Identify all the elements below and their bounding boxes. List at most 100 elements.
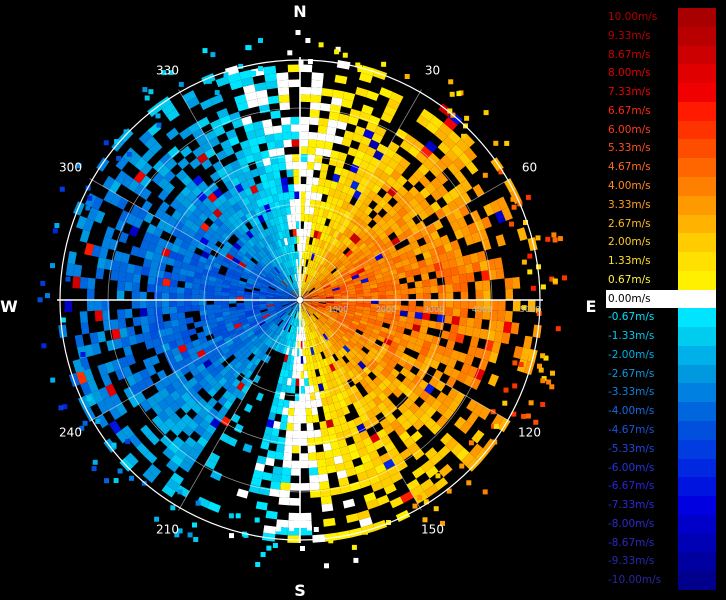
legend-label: -8.67m/s [608, 536, 655, 549]
velocity-cell [294, 393, 300, 402]
velocity-cell [329, 279, 337, 285]
velocity-cell [207, 338, 217, 346]
velocity-color-legend: 10.00m/s 9.33m/s 8.67m/s 8.00m/s 7.33m/s 6.67… [606, 8, 716, 590]
legend-label: -9.33m/s [608, 555, 655, 568]
velocity-cell [458, 152, 472, 166]
velocity-cell [96, 414, 109, 429]
velocity-cell [264, 277, 272, 284]
velocity-cell [291, 214, 296, 222]
velocity-cell [396, 175, 408, 186]
velocity-cell [237, 286, 245, 292]
velocity-cell [349, 394, 358, 404]
velocity-cell [253, 234, 262, 243]
velocity-cell [324, 322, 331, 330]
velocity-cell [221, 291, 230, 297]
velocity-cell [264, 73, 277, 83]
velocity-cell [359, 274, 368, 281]
velocity-cell [271, 233, 278, 242]
velocity-cell [268, 412, 276, 421]
velocity-cell [266, 252, 274, 261]
velocity-cell [401, 333, 411, 342]
velocity-cell [215, 150, 227, 161]
legend-swatch [678, 571, 716, 590]
velocity-cell [264, 426, 273, 436]
velocity-cell [215, 76, 230, 88]
velocity-cell [104, 226, 115, 239]
velocity-cell [281, 124, 292, 133]
velocity-cell [495, 320, 505, 333]
velocity-cell [216, 320, 226, 327]
azimuth-spoke [299, 89, 422, 301]
velocity-cell [385, 333, 395, 342]
velocity-cell [361, 65, 376, 76]
velocity-cell [386, 98, 401, 111]
velocity-cell [310, 331, 315, 340]
velocity-cell [292, 438, 300, 446]
velocity-cell [482, 172, 488, 178]
velocity-cell [247, 194, 256, 204]
velocity-cell [265, 244, 272, 253]
velocity-cell [321, 88, 334, 97]
velocity-cell [199, 98, 214, 111]
velocity-cell [351, 274, 360, 280]
velocity-cell [311, 296, 319, 299]
velocity-cell [173, 237, 184, 247]
velocity-cell [304, 199, 311, 207]
velocity-cell [287, 535, 300, 543]
velocity-cell [325, 356, 333, 366]
velocity-cell [260, 269, 268, 276]
velocity-cell [330, 378, 339, 388]
velocity-cell [331, 394, 339, 404]
velocity-cell [456, 138, 470, 153]
velocity-cell [277, 154, 286, 164]
velocity-cell [280, 207, 287, 216]
velocity-cell [355, 440, 366, 451]
velocity-cell [282, 377, 288, 386]
velocity-cell [286, 276, 292, 284]
velocity-cell [198, 300, 207, 306]
legend-entry: 7.33m/s [606, 83, 716, 102]
velocity-cell [256, 455, 267, 465]
velocity-cell [319, 232, 326, 241]
velocity-cell [163, 182, 175, 195]
velocity-cell [424, 447, 438, 460]
velocity-cell [303, 292, 309, 298]
velocity-cell [328, 538, 334, 544]
velocity-cell [377, 312, 386, 318]
velocity-cell [282, 245, 288, 254]
velocity-cell [254, 462, 265, 472]
velocity-cell [115, 402, 128, 417]
velocity-cell [368, 335, 377, 344]
velocity-cell [443, 365, 454, 377]
velocity-cell [277, 398, 285, 408]
velocity-cell [229, 288, 237, 294]
velocity-cell [273, 316, 281, 323]
velocity-cell [310, 304, 318, 308]
velocity-cell [246, 279, 255, 285]
velocity-cell [351, 375, 360, 385]
velocity-cell [277, 273, 284, 281]
velocity-cell [277, 284, 285, 290]
velocity-cell [293, 176, 300, 185]
velocity-cell [79, 425, 85, 431]
velocity-cell [79, 367, 85, 373]
velocity-cell [288, 297, 297, 300]
velocity-cell [264, 254, 272, 263]
velocity-cell [231, 118, 244, 129]
velocity-cell [184, 341, 194, 351]
velocity-cell [132, 273, 142, 284]
velocity-cell [318, 42, 324, 48]
velocity-cell [154, 380, 166, 392]
velocity-cell [373, 386, 383, 396]
velocity-cell [284, 306, 291, 312]
velocity-cell [273, 297, 282, 299]
velocity-cell [397, 186, 409, 197]
velocity-cell [199, 309, 208, 316]
velocity-cell [399, 140, 413, 152]
velocity-cell [223, 72, 229, 78]
velocity-cell [108, 420, 122, 435]
velocity-cell [449, 91, 455, 97]
velocity-cell [273, 277, 281, 284]
velocity-cell [435, 473, 441, 479]
velocity-cell [301, 288, 304, 297]
